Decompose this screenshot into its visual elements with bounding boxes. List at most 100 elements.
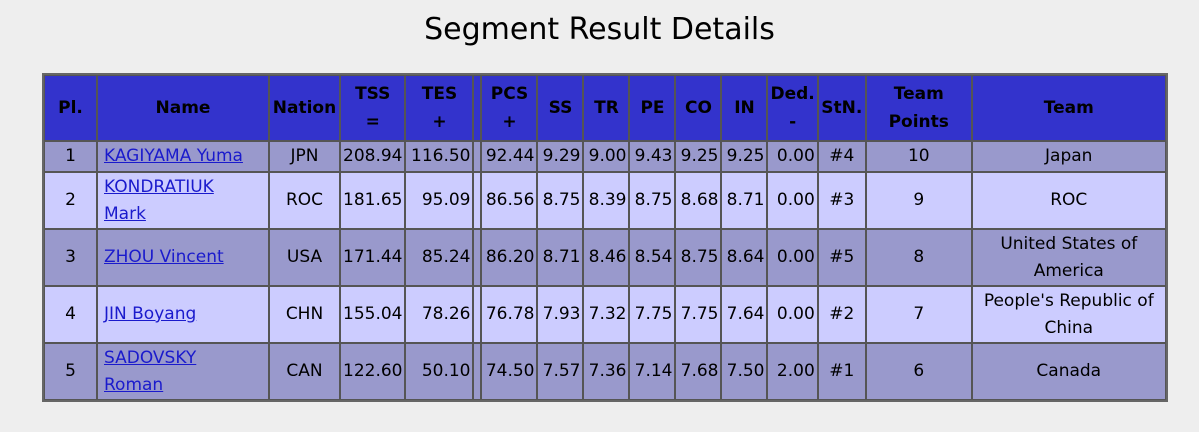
header-co: CO <box>675 75 722 141</box>
cell-tes: 116.50 <box>405 141 474 172</box>
cell-pe: 8.75 <box>629 172 676 229</box>
header-team: Team <box>971 75 1166 141</box>
cell-co: 7.68 <box>675 343 722 400</box>
page-title: Segment Result Details <box>424 12 775 47</box>
skater-name-link[interactable]: JIN Boyang <box>104 304 197 324</box>
cell-separator <box>473 229 482 286</box>
cell-pcs: 76.78 <box>481 286 538 343</box>
header-separator <box>473 75 482 141</box>
cell-separator <box>473 343 482 400</box>
cell-nation: CAN <box>269 343 340 400</box>
cell-team-points: 7 <box>865 286 972 343</box>
header-pcs: PCS + <box>481 75 538 141</box>
header-nation: Nation <box>269 75 340 141</box>
header-tss: TSS = <box>340 75 406 141</box>
cell-starting-number: #1 <box>817 343 866 400</box>
cell-co: 7.75 <box>675 286 722 343</box>
cell-tss: 122.60 <box>340 343 406 400</box>
cell-pe: 7.75 <box>629 286 676 343</box>
cell-co: 8.75 <box>675 229 722 286</box>
cell-skater-name: JIN Boyang <box>97 286 269 343</box>
cell-pcs: 86.56 <box>481 172 538 229</box>
cell-tr: 7.32 <box>583 286 630 343</box>
cell-deductions: 0.00 <box>767 286 818 343</box>
cell-place: 5 <box>44 343 97 400</box>
table-row: 1 KAGIYAMA Yuma JPN 208.94 116.50 92.44 9.29 9.… <box>44 141 1166 172</box>
cell-tss: 171.44 <box>340 229 406 286</box>
cell-separator <box>473 141 482 172</box>
cell-team: Japan <box>971 141 1166 172</box>
cell-starting-number: #4 <box>817 141 866 172</box>
cell-in: 8.71 <box>721 172 768 229</box>
cell-ss: 7.57 <box>537 343 584 400</box>
cell-co: 9.25 <box>675 141 722 172</box>
cell-tr: 8.39 <box>583 172 630 229</box>
cell-tes: 50.10 <box>405 343 474 400</box>
cell-place: 3 <box>44 229 97 286</box>
cell-ss: 7.93 <box>537 286 584 343</box>
cell-team-points: 8 <box>865 229 972 286</box>
cell-tss: 208.94 <box>340 141 406 172</box>
cell-starting-number: #3 <box>817 172 866 229</box>
cell-tss: 155.04 <box>340 286 406 343</box>
cell-tr: 7.36 <box>583 343 630 400</box>
cell-nation: ROC <box>269 172 340 229</box>
cell-pe: 7.14 <box>629 343 676 400</box>
cell-place: 2 <box>44 172 97 229</box>
header-ded: Ded. - <box>767 75 818 141</box>
cell-pcs: 86.20 <box>481 229 538 286</box>
header-tr: TR <box>583 75 630 141</box>
cell-tss: 181.65 <box>340 172 406 229</box>
cell-tes: 85.24 <box>405 229 474 286</box>
table-row: 2 KONDRATIUK Mark ROC 181.65 95.09 86.56 8.75 8.… <box>44 172 1166 229</box>
header-tes: TES + <box>405 75 474 141</box>
header-stn: StN. <box>817 75 866 141</box>
cell-ss: 8.75 <box>537 172 584 229</box>
cell-team: Canada <box>971 343 1166 400</box>
cell-starting-number: #5 <box>817 229 866 286</box>
cell-in: 8.64 <box>721 229 768 286</box>
cell-pe: 9.43 <box>629 141 676 172</box>
cell-in: 7.50 <box>721 343 768 400</box>
skater-name-link[interactable]: KAGIYAMA Yuma <box>104 146 243 166</box>
cell-team: ROC <box>971 172 1166 229</box>
skater-name-link[interactable]: KONDRATIUK Mark <box>104 176 214 224</box>
cell-co: 8.68 <box>675 172 722 229</box>
cell-team: United States of America <box>971 229 1166 286</box>
cell-team-points: 9 <box>865 172 972 229</box>
cell-in: 7.64 <box>721 286 768 343</box>
table-row: 5 SADOVSKY Roman CAN 122.60 50.10 74.50 7.57 7.3… <box>44 343 1166 400</box>
cell-place: 1 <box>44 141 97 172</box>
header-pe: PE <box>629 75 676 141</box>
cell-team-points: 10 <box>865 141 972 172</box>
cell-skater-name: SADOVSKY Roman <box>97 343 269 400</box>
cell-skater-name: KONDRATIUK Mark <box>97 172 269 229</box>
cell-tes: 95.09 <box>405 172 474 229</box>
cell-pe: 8.54 <box>629 229 676 286</box>
skater-name-link[interactable]: ZHOU Vincent <box>104 247 224 267</box>
cell-tes: 78.26 <box>405 286 474 343</box>
cell-pcs: 92.44 <box>481 141 538 172</box>
cell-deductions: 2.00 <box>767 343 818 400</box>
cell-separator <box>473 286 482 343</box>
cell-nation: USA <box>269 229 340 286</box>
cell-starting-number: #2 <box>817 286 866 343</box>
cell-deductions: 0.00 <box>767 141 818 172</box>
segment-results-table: Pl. Name Nation TSS = TES + PCS + SS TR PE … <box>42 73 1168 402</box>
header-ss: SS <box>537 75 584 141</box>
cell-separator <box>473 172 482 229</box>
skater-name-link[interactable]: SADOVSKY Roman <box>104 347 197 395</box>
header-pl: Pl. <box>44 75 97 141</box>
cell-ss: 9.29 <box>537 141 584 172</box>
table-row: 4 JIN Boyang CHN 155.04 78.26 76.78 7.93 7.32 7.… <box>44 286 1166 343</box>
header-name: Name <box>97 75 269 141</box>
cell-team-points: 6 <box>865 343 972 400</box>
cell-skater-name: ZHOU Vincent <box>97 229 269 286</box>
cell-in: 9.25 <box>721 141 768 172</box>
cell-team: People's Republic of China <box>971 286 1166 343</box>
cell-nation: JPN <box>269 141 340 172</box>
cell-place: 4 <box>44 286 97 343</box>
table-row: 3 ZHOU Vincent USA 171.44 85.24 86.20 8.71 8.46… <box>44 229 1166 286</box>
header-in: IN <box>721 75 768 141</box>
cell-deductions: 0.00 <box>767 172 818 229</box>
